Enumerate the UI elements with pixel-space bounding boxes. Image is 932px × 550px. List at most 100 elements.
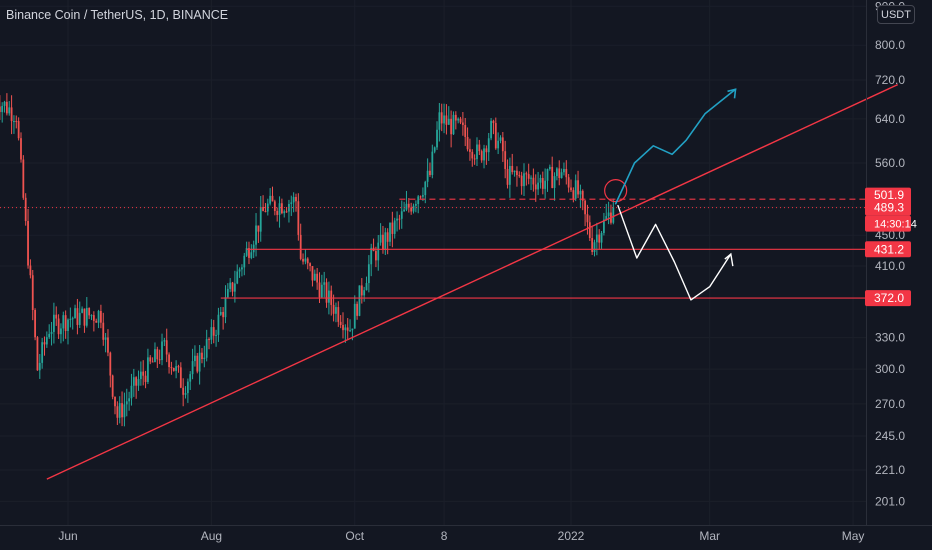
candle-down: [144, 370, 147, 389]
candle-down: [480, 149, 483, 163]
candle-body: [396, 218, 398, 221]
candle-up: [154, 342, 156, 363]
candle-up: [483, 144, 485, 169]
candle-up: [379, 223, 382, 246]
candle-up: [69, 307, 72, 328]
candle-down: [581, 189, 584, 211]
candle-body: [165, 340, 168, 355]
candle-body: [419, 196, 422, 198]
y-tick-label: 270.0: [875, 397, 905, 411]
x-tick-label: Aug: [201, 529, 222, 543]
price-label-372-bg: [865, 290, 911, 307]
candle-body: [10, 107, 13, 122]
candle-body: [236, 271, 239, 284]
candle-up: [490, 117, 492, 141]
candle-down: [332, 294, 335, 322]
candle-down: [565, 160, 568, 185]
candle-body: [422, 195, 424, 197]
candle-down: [116, 401, 119, 425]
candle-up: [128, 391, 131, 411]
candle-body: [555, 168, 558, 177]
drawings[interactable]: [0, 83, 899, 480]
candle-down: [591, 226, 594, 255]
candle-body: [278, 203, 281, 215]
candle-body: [273, 201, 276, 211]
candle-body: [565, 168, 568, 178]
candle-up: [612, 198, 615, 225]
candle-body: [69, 318, 72, 320]
candle-up: [353, 295, 356, 329]
candle-body: [497, 140, 500, 149]
candle-body: [179, 367, 182, 388]
price-label-431-bg: [865, 241, 911, 258]
candle-up: [125, 388, 128, 417]
candle-down: [330, 285, 333, 316]
candle-down: [527, 163, 530, 185]
candle-body: [391, 222, 394, 234]
candle-up: [555, 167, 558, 181]
candle-up: [224, 285, 227, 324]
candle-body: [52, 314, 55, 332]
candle-body: [335, 307, 337, 314]
x-tick-label: 2022: [558, 529, 585, 543]
projection-bearish-arrow: [724, 252, 734, 267]
candle-up: [13, 115, 15, 134]
x-tick-label: Mar: [699, 529, 720, 543]
candle-up: [436, 121, 438, 150]
candle-down: [588, 215, 591, 241]
y-tick-label: 330.0: [875, 331, 905, 345]
candle-up: [74, 304, 76, 319]
candle-down: [182, 378, 185, 407]
candle-body: [264, 211, 267, 213]
candle-body: [304, 258, 307, 262]
candle-body: [339, 321, 342, 325]
candle-up: [130, 373, 133, 406]
candle-down: [567, 173, 570, 193]
candle-body: [158, 359, 161, 361]
candle-down: [43, 336, 46, 356]
candle-body: [149, 357, 152, 362]
candle-body: [302, 258, 304, 262]
candle-body: [344, 327, 347, 331]
candle-body: [499, 137, 502, 141]
candle-body: [292, 196, 295, 203]
symbol-title[interactable]: Binance Coin / TetherUS, 1D, BINANCE: [6, 8, 229, 22]
candle-down: [151, 357, 154, 363]
candle-body: [3, 101, 6, 106]
candle-up: [50, 321, 53, 346]
candles: [0, 93, 615, 427]
candle-body: [90, 315, 93, 317]
candle-up: [530, 175, 532, 191]
candle-down: [520, 171, 523, 195]
candle-body: [530, 177, 532, 179]
candle-up: [396, 211, 398, 232]
candle-body: [534, 184, 537, 190]
candle-up: [278, 196, 281, 228]
candle-body: [198, 352, 201, 372]
candle-body: [476, 144, 478, 160]
candle-body: [309, 263, 311, 267]
candle-body: [544, 180, 547, 189]
candle-body: [299, 234, 302, 259]
candle-body: [563, 168, 565, 173]
y-tick-label: 245.0: [875, 429, 905, 443]
candle-down: [309, 262, 311, 272]
currency-button[interactable]: USDT: [877, 5, 915, 24]
candle-body: [306, 258, 309, 264]
candle-down: [201, 348, 203, 364]
candle-body: [271, 195, 274, 202]
candle-down: [577, 170, 579, 199]
candle-down: [356, 301, 359, 320]
price-label-501-text: 501.9: [874, 188, 904, 202]
price-label-501: 501.9: [865, 187, 911, 203]
candle-body: [210, 327, 213, 340]
candle-down: [172, 367, 175, 372]
candle-body: [252, 244, 255, 253]
candle-up: [269, 188, 272, 206]
candle-body: [177, 366, 180, 368]
candle-body: [325, 282, 328, 303]
candle-down: [429, 162, 431, 177]
candle-up: [377, 235, 380, 271]
candle-body: [175, 366, 178, 371]
